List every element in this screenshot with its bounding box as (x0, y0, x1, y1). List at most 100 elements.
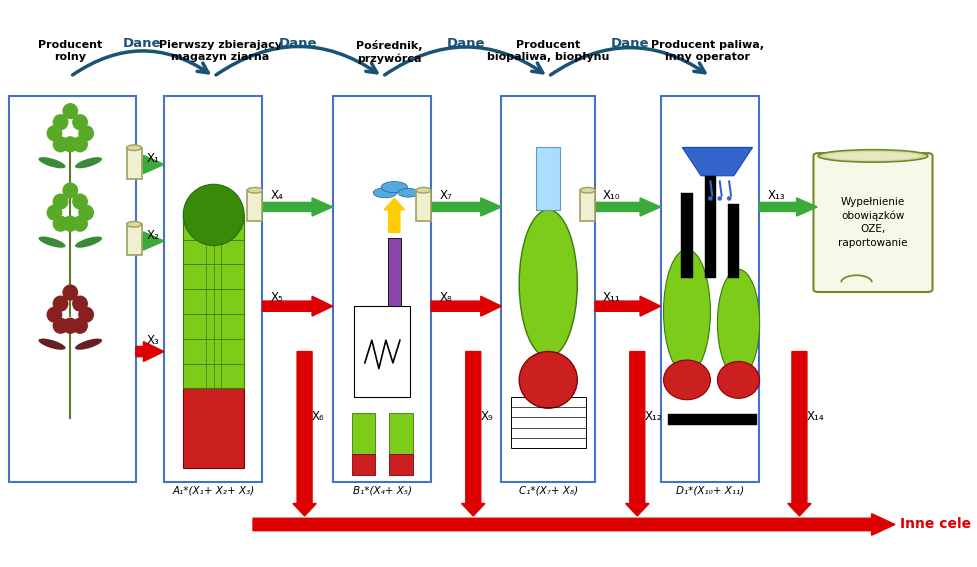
Text: X₉: X₉ (481, 411, 493, 423)
Ellipse shape (75, 338, 102, 350)
FancyArrow shape (136, 232, 164, 250)
Ellipse shape (415, 188, 431, 193)
FancyBboxPatch shape (389, 454, 412, 475)
FancyBboxPatch shape (681, 193, 692, 278)
Text: Producent
biopaliwa, biopłynu: Producent biopaliwa, biopłynu (487, 40, 609, 62)
FancyArrow shape (384, 198, 404, 232)
FancyBboxPatch shape (352, 454, 375, 475)
Ellipse shape (47, 205, 63, 221)
Ellipse shape (53, 136, 68, 153)
Ellipse shape (53, 318, 68, 334)
Text: X₅: X₅ (271, 291, 283, 304)
Text: X₁₃: X₁₃ (767, 189, 785, 202)
FancyArrow shape (431, 296, 501, 316)
Ellipse shape (78, 307, 94, 323)
Text: X₂: X₂ (147, 229, 159, 242)
Text: X₁₁: X₁₁ (602, 291, 619, 304)
Ellipse shape (47, 307, 63, 323)
FancyArrow shape (625, 352, 649, 516)
Ellipse shape (75, 236, 102, 248)
FancyBboxPatch shape (667, 414, 756, 425)
Ellipse shape (373, 188, 397, 198)
Ellipse shape (53, 114, 68, 130)
Ellipse shape (519, 210, 576, 357)
Ellipse shape (247, 188, 262, 193)
Ellipse shape (398, 188, 418, 197)
Ellipse shape (381, 181, 407, 193)
Text: Pośrednik,
przywórca: Pośrednik, przywórca (356, 40, 422, 64)
Ellipse shape (47, 125, 63, 141)
Ellipse shape (63, 183, 78, 198)
FancyBboxPatch shape (388, 238, 401, 306)
Ellipse shape (717, 362, 759, 398)
Text: X₇: X₇ (439, 189, 451, 202)
FancyBboxPatch shape (660, 96, 758, 482)
FancyBboxPatch shape (389, 413, 412, 454)
FancyBboxPatch shape (501, 96, 595, 482)
Text: Dane: Dane (610, 37, 649, 50)
FancyArrow shape (292, 352, 316, 516)
FancyBboxPatch shape (164, 96, 262, 482)
FancyBboxPatch shape (813, 153, 931, 292)
Ellipse shape (717, 269, 759, 377)
FancyBboxPatch shape (579, 190, 595, 222)
Ellipse shape (75, 157, 102, 168)
Ellipse shape (38, 338, 65, 350)
Text: Dane: Dane (446, 37, 485, 50)
Text: Producent
rolny: Producent rolny (38, 40, 103, 62)
FancyArrow shape (758, 198, 817, 216)
Ellipse shape (53, 295, 68, 312)
FancyBboxPatch shape (332, 96, 431, 482)
FancyArrow shape (136, 155, 164, 174)
Ellipse shape (38, 236, 65, 248)
FancyArrow shape (461, 352, 485, 516)
FancyArrow shape (431, 198, 501, 216)
Text: Producent paliwa,
inny operator: Producent paliwa, inny operator (651, 40, 763, 62)
Ellipse shape (72, 318, 88, 334)
FancyArrow shape (136, 341, 164, 362)
Ellipse shape (717, 196, 721, 201)
FancyBboxPatch shape (535, 147, 560, 210)
Text: Pierwszy zbierający
magazyn ziarna: Pierwszy zbierający magazyn ziarna (158, 40, 281, 62)
Text: X₁₀: X₁₀ (602, 189, 619, 202)
FancyArrow shape (253, 514, 894, 535)
Ellipse shape (38, 157, 65, 168)
Ellipse shape (72, 136, 88, 153)
FancyArrow shape (786, 352, 810, 516)
Text: B₁*(X₄+ X₅): B₁*(X₄+ X₅) (353, 485, 411, 496)
Text: X₁₂: X₁₂ (644, 411, 661, 423)
Text: X₄: X₄ (271, 189, 283, 202)
FancyBboxPatch shape (126, 147, 142, 179)
Ellipse shape (818, 150, 927, 162)
Ellipse shape (63, 318, 78, 334)
FancyArrow shape (595, 296, 660, 316)
FancyBboxPatch shape (247, 190, 262, 222)
Ellipse shape (72, 295, 88, 312)
Text: Wypełnienie
obowiązków
OZE,
raportowanie: Wypełnienie obowiązków OZE, raportowanie (837, 197, 907, 248)
FancyBboxPatch shape (352, 413, 375, 454)
Text: D₁*(X₁₀+ X₁₁): D₁*(X₁₀+ X₁₁) (676, 485, 743, 496)
Ellipse shape (78, 125, 94, 141)
Ellipse shape (63, 215, 78, 232)
Ellipse shape (707, 196, 712, 201)
FancyBboxPatch shape (354, 306, 410, 397)
Text: C₁*(X₇+ X₈): C₁*(X₇+ X₈) (518, 485, 577, 496)
Ellipse shape (63, 103, 78, 119)
Text: X₃: X₃ (147, 334, 159, 346)
Ellipse shape (826, 152, 918, 160)
Ellipse shape (63, 285, 78, 301)
Ellipse shape (183, 184, 244, 246)
Ellipse shape (662, 360, 709, 400)
Ellipse shape (126, 222, 142, 227)
Ellipse shape (662, 249, 709, 374)
FancyBboxPatch shape (704, 176, 715, 278)
Ellipse shape (53, 193, 68, 210)
Ellipse shape (72, 114, 88, 130)
Ellipse shape (53, 215, 68, 232)
Ellipse shape (72, 193, 88, 210)
Ellipse shape (63, 136, 78, 153)
FancyBboxPatch shape (183, 215, 244, 388)
Ellipse shape (726, 196, 731, 201)
Ellipse shape (72, 215, 88, 232)
Polygon shape (682, 147, 751, 176)
